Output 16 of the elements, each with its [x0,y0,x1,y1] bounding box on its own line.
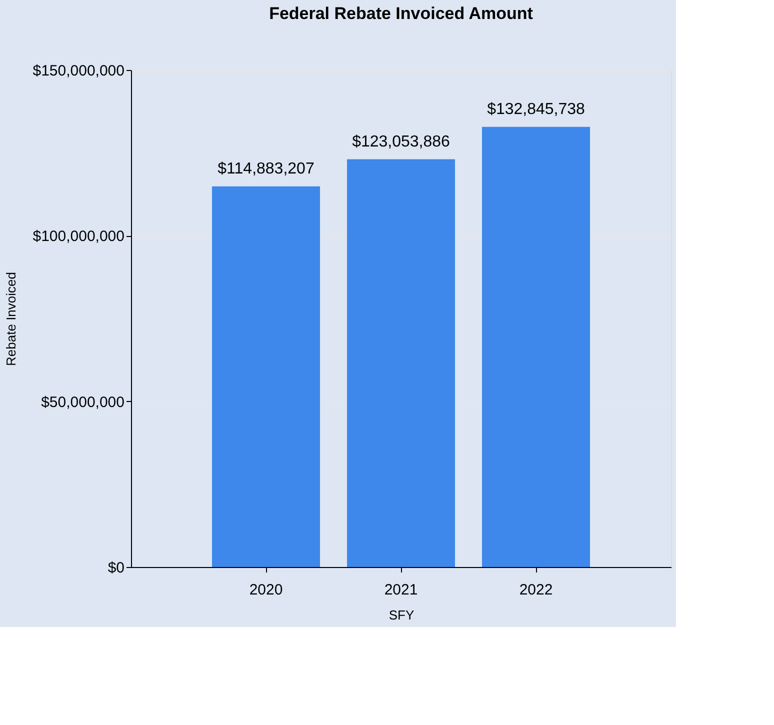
x-axis-title: SFY [388,608,414,622]
y-tick-label: $50,000,000 [41,394,124,411]
x-tick-label: 2020 [249,582,283,598]
y-axis-title: Rebate Invoiced [4,272,19,366]
y-tick-label: $150,000,000 [32,62,124,80]
y-tick-label: $0 [108,560,124,576]
x-tick-label: 2022 [519,582,553,598]
chart-title: Federal Rebate Invoiced Amount [269,4,534,23]
bar [347,159,455,567]
data-label: $114,883,207 [218,160,314,178]
bar [482,126,590,567]
bar [212,186,320,567]
y-tick-label: $100,000,000 [32,228,124,246]
data-label: $132,845,738 [487,100,586,118]
x-tick-label: 2021 [384,582,418,598]
data-label: $123,053,886 [352,133,450,150]
